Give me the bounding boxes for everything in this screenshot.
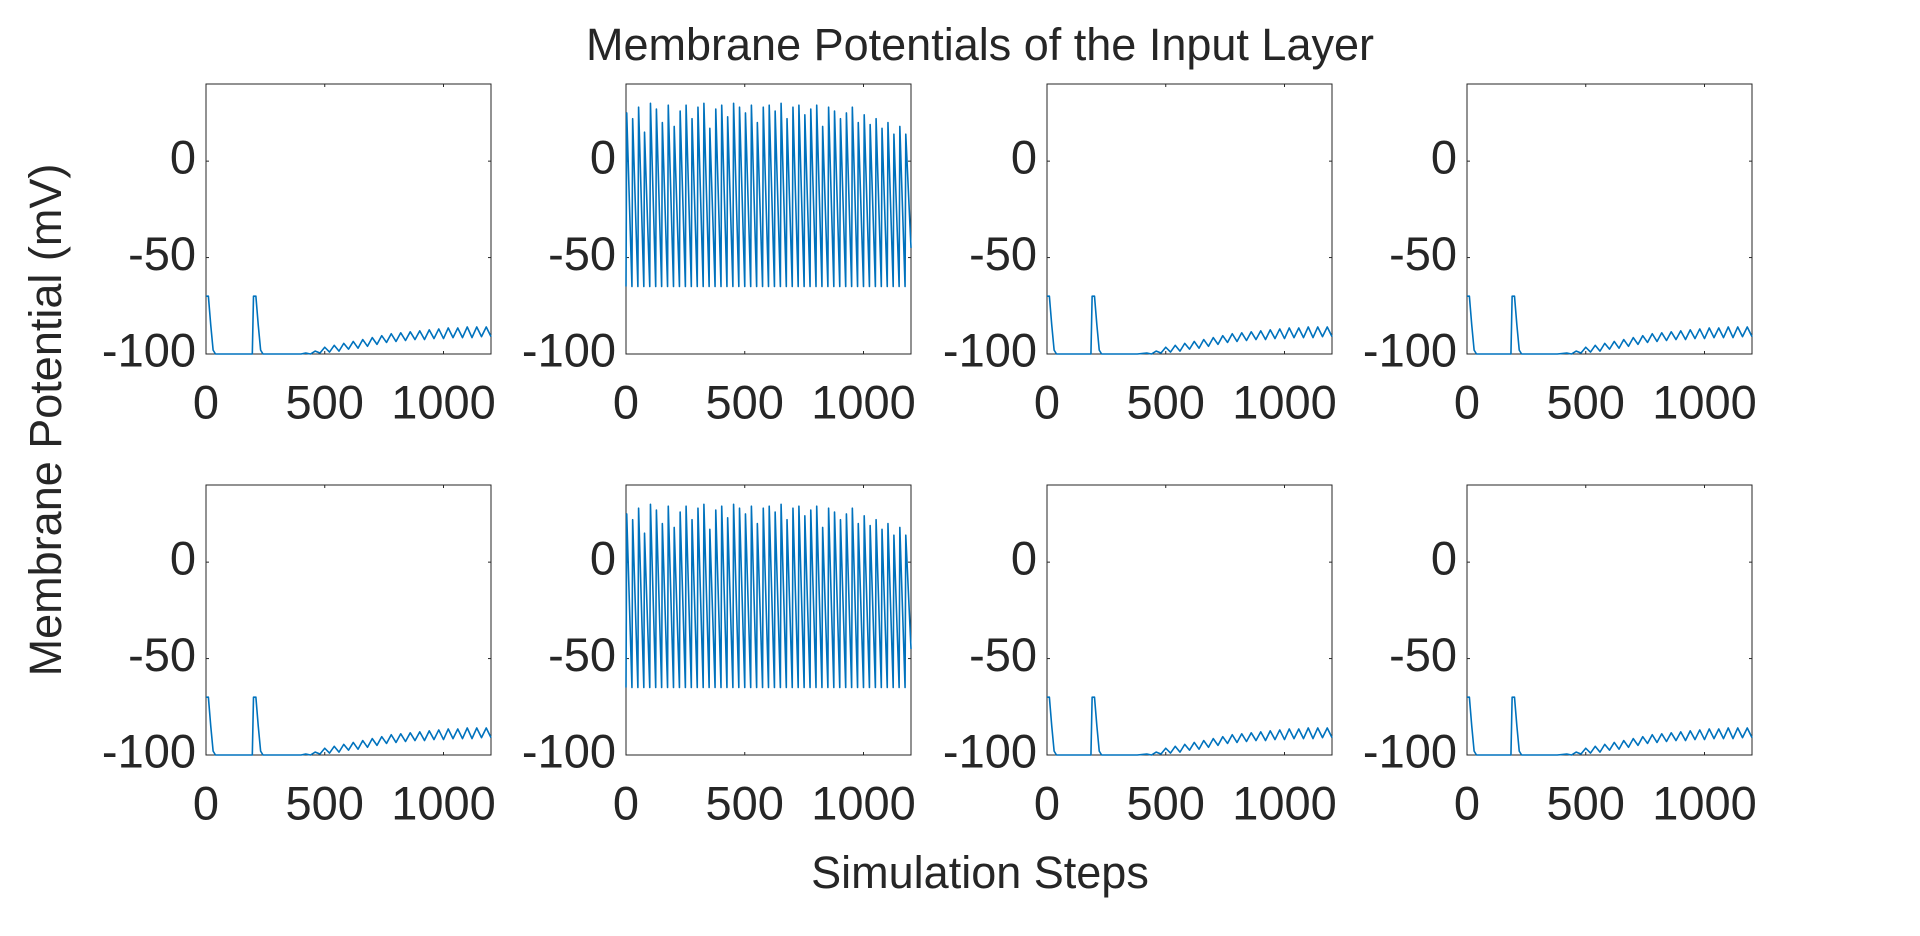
membrane-line xyxy=(206,696,492,756)
axes-box xyxy=(1466,83,1753,355)
axes-box xyxy=(1466,484,1753,756)
x-tick-label: 1000 xyxy=(1652,375,1757,428)
membrane-line xyxy=(206,295,492,355)
y-tick-label: 0 xyxy=(170,131,196,184)
y-tick-label: -100 xyxy=(522,724,616,777)
y-tick-label: -50 xyxy=(128,227,196,280)
y-axis-label: Membrane Potential (mV) xyxy=(20,164,71,677)
y-tick-label: -100 xyxy=(943,323,1037,376)
x-tick-label: 1000 xyxy=(811,776,916,829)
x-tick-label: 1000 xyxy=(811,375,916,428)
y-tick-label: 0 xyxy=(170,532,196,585)
y-tick-label: 0 xyxy=(1431,131,1457,184)
y-tick-label: 0 xyxy=(1011,131,1037,184)
y-tick-label: -100 xyxy=(943,724,1037,777)
membrane-line xyxy=(1467,295,1753,355)
x-tick-label: 500 xyxy=(286,375,364,428)
y-tick-label: -100 xyxy=(102,724,196,777)
x-tick-label: 0 xyxy=(1034,375,1060,428)
y-tick-label: 0 xyxy=(590,131,616,184)
y-tick-label: -50 xyxy=(548,628,616,681)
y-tick-label: -50 xyxy=(548,227,616,280)
x-tick-label: 0 xyxy=(1454,776,1480,829)
x-tick-label: 500 xyxy=(1547,776,1625,829)
membrane-line xyxy=(625,503,912,689)
y-tick-label: -50 xyxy=(1389,227,1457,280)
axes-box xyxy=(205,484,492,756)
y-tick-label: 0 xyxy=(590,532,616,585)
membrane-line xyxy=(1047,295,1333,355)
y-tick-label: 0 xyxy=(1011,532,1037,585)
y-tick-label: -100 xyxy=(102,323,196,376)
y-tick-label: -100 xyxy=(1363,724,1457,777)
axes-box xyxy=(1046,484,1333,756)
y-tick-label: -100 xyxy=(522,323,616,376)
y-tick-label: -50 xyxy=(128,628,196,681)
axes-box xyxy=(1046,83,1333,355)
figure-title: Membrane Potentials of the Input Layer xyxy=(586,19,1374,70)
x-tick-label: 500 xyxy=(286,776,364,829)
y-tick-label: -50 xyxy=(969,227,1037,280)
x-tick-label: 0 xyxy=(193,375,219,428)
x-tick-label: 1000 xyxy=(1232,375,1337,428)
y-tick-label: -100 xyxy=(1363,323,1457,376)
x-tick-label: 500 xyxy=(706,375,784,428)
x-tick-label: 0 xyxy=(613,375,639,428)
y-tick-label: 0 xyxy=(1431,532,1457,585)
y-tick-label: -50 xyxy=(969,628,1037,681)
x-tick-label: 0 xyxy=(1454,375,1480,428)
x-axis-label: Simulation Steps xyxy=(811,847,1149,898)
x-tick-label: 500 xyxy=(1127,375,1205,428)
x-tick-label: 500 xyxy=(1547,375,1625,428)
x-tick-label: 1000 xyxy=(1232,776,1337,829)
membrane-line xyxy=(1467,696,1753,756)
y-tick-label: -50 xyxy=(1389,628,1457,681)
x-tick-label: 0 xyxy=(1034,776,1060,829)
x-tick-label: 1000 xyxy=(391,375,496,428)
x-tick-label: 1000 xyxy=(1652,776,1757,829)
x-tick-label: 0 xyxy=(193,776,219,829)
membrane-line xyxy=(625,102,912,288)
x-tick-label: 0 xyxy=(613,776,639,829)
membrane-line xyxy=(1047,696,1333,756)
x-tick-label: 500 xyxy=(1127,776,1205,829)
x-tick-label: 500 xyxy=(706,776,784,829)
x-tick-label: 1000 xyxy=(391,776,496,829)
axes-box xyxy=(205,83,492,355)
